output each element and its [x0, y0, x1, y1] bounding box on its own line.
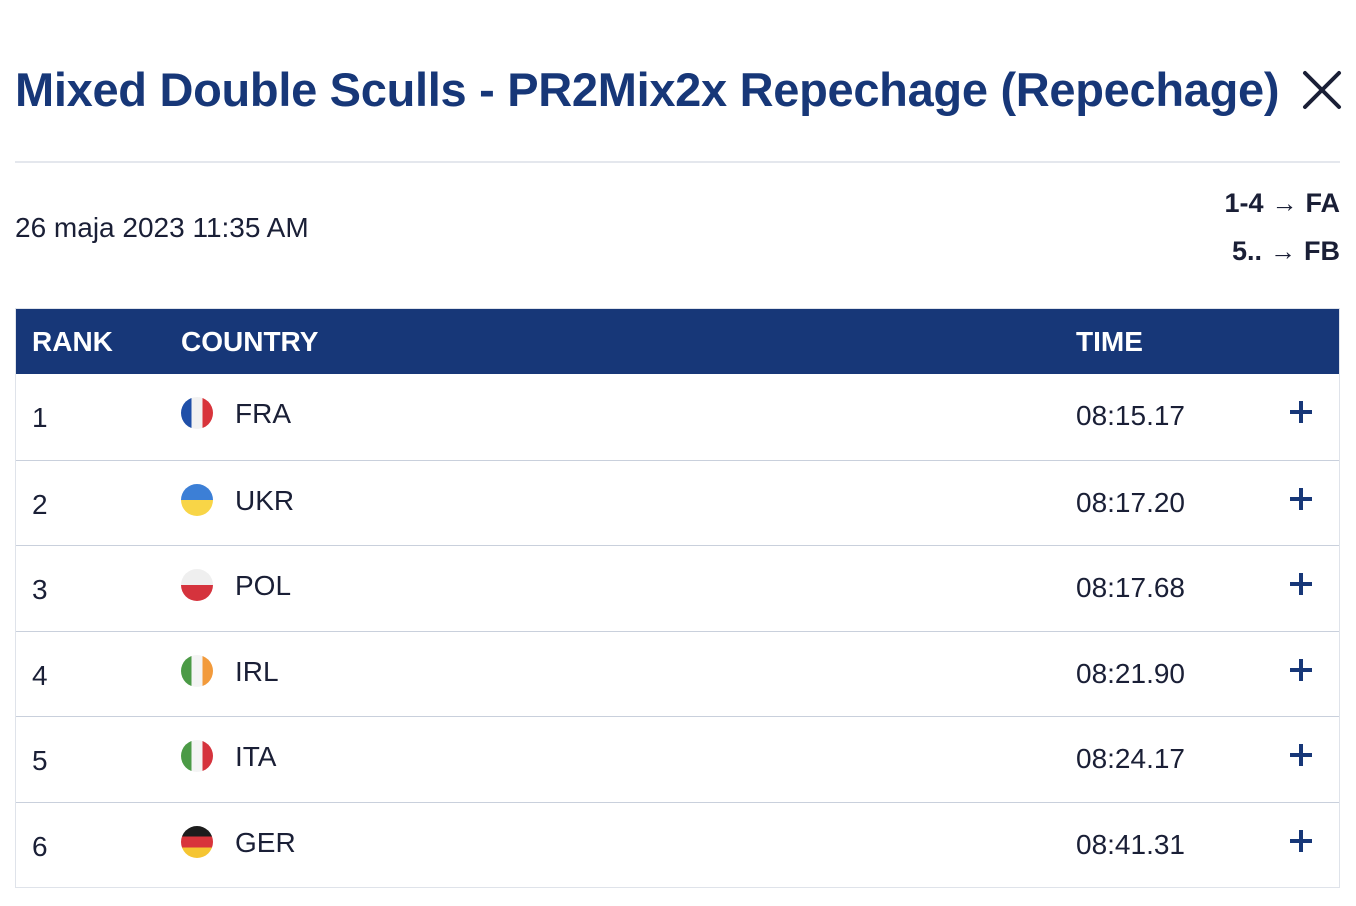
rank-cell: 6 [32, 830, 48, 862]
table-row[interactable]: 2 UKR 08:17.20 [16, 459, 1339, 546]
column-header-country: COUNTRY [181, 326, 319, 357]
table-row[interactable]: 5 ITA 08:24.17 [16, 716, 1339, 802]
time-cell: 08:24.17 [1076, 743, 1185, 774]
country-code: POL [235, 570, 292, 601]
arrow-right-icon: → [1270, 236, 1296, 266]
modal-title: Mixed Double Sculls - PR2Mix2x Repechage… [15, 63, 1280, 116]
country-code: GER [235, 826, 296, 858]
country-code: IRL [235, 655, 279, 687]
arrow-right-icon: → [1271, 188, 1298, 218]
italy-flag-icon [181, 740, 213, 772]
column-header-time: TIME [1076, 326, 1143, 357]
time-cell: 08:17.68 [1076, 572, 1185, 603]
progression-final: FA [1305, 188, 1340, 218]
plus-icon[interactable] [1290, 573, 1312, 595]
france-flag-icon [181, 397, 213, 429]
table-row[interactable]: 3 POL 08:17.68 [16, 545, 1339, 631]
close-icon [1303, 71, 1341, 109]
plus-icon[interactable] [1290, 487, 1312, 510]
plus-icon[interactable] [1290, 658, 1312, 681]
time-cell: 08:21.90 [1076, 657, 1185, 689]
time-cell: 08:41.31 [1076, 828, 1185, 860]
table-row[interactable]: 1 FRA 08:15.17 [16, 374, 1339, 460]
progression-final: FB [1304, 236, 1340, 266]
time-cell: 08:15.17 [1076, 400, 1185, 431]
race-datetime: 26 maja 2023 11:35 AM [15, 212, 309, 243]
poland-flag-icon [181, 569, 213, 601]
table-body: 1 FRA 08:15.17 2 UKR 08:17.20 3 POL 08:1… [16, 374, 1339, 887]
time-cell: 08:17.20 [1076, 486, 1185, 518]
germany-flag-icon [181, 825, 213, 858]
country-code: ITA [235, 741, 277, 772]
plus-icon[interactable] [1290, 744, 1312, 766]
rank-cell: 4 [32, 659, 48, 691]
rank-cell: 3 [32, 574, 48, 605]
progression-ranks: 1-4 [1224, 188, 1264, 218]
rank-cell: 5 [32, 745, 48, 776]
close-button[interactable] [1300, 68, 1344, 112]
progression-ranks: 5.. [1231, 236, 1262, 266]
rank-cell: 1 [32, 402, 48, 433]
plus-icon[interactable] [1290, 829, 1312, 852]
ukraine-flag-icon [181, 483, 213, 516]
results-table: RANK COUNTRY TIME 1 FRA 08:15.17 2 UKR 0… [15, 308, 1340, 888]
country-code: FRA [235, 398, 291, 429]
table-row[interactable]: 6 GER 08:41.31 [16, 801, 1339, 888]
ireland-flag-icon [181, 654, 213, 687]
table-header: RANK COUNTRY TIME [16, 309, 1339, 374]
column-header-rank: RANK [32, 326, 113, 357]
progression-rule: 5.. → FB [1232, 234, 1340, 268]
header-divider [15, 161, 1340, 163]
table-row[interactable]: 4 IRL 08:21.90 [16, 630, 1339, 717]
country-code: UKR [235, 484, 295, 516]
plus-icon[interactable] [1290, 401, 1312, 423]
progression-rule: 1-4 → FA [1224, 186, 1340, 220]
rank-cell: 2 [32, 488, 48, 520]
